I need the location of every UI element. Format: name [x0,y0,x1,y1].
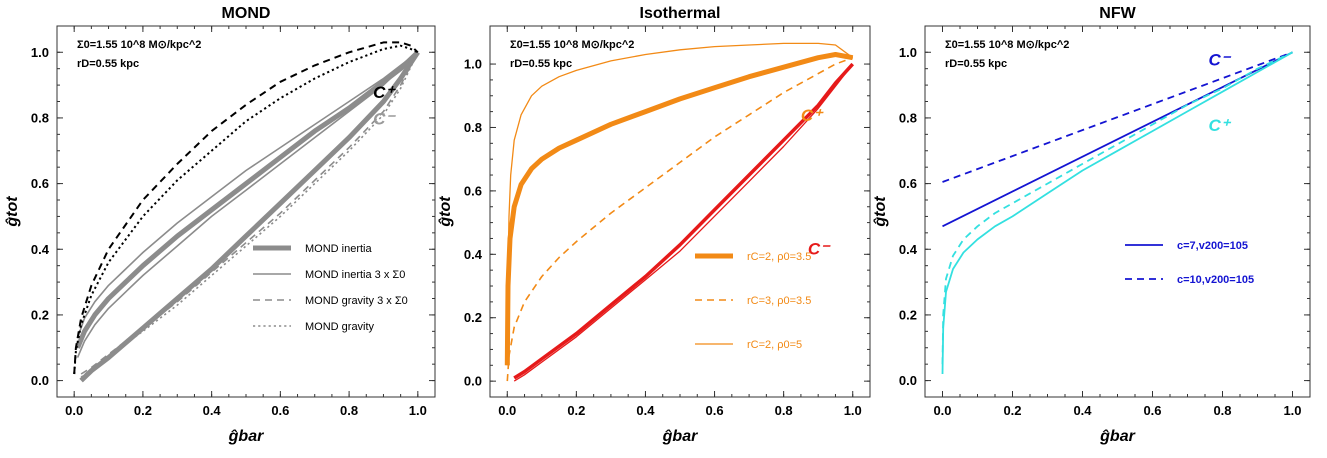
curve-label: C⁺ [801,106,824,125]
x-tick-label: 0.4 [636,403,655,418]
y-axis-label: ĝtot [437,196,454,228]
y-tick-label: 1.0 [464,57,482,72]
y-axis-label: ĝtot [872,196,889,228]
disk-scale-label: rD=0.55 kpc [510,58,572,70]
x-tick-label: 0.4 [1073,403,1092,418]
x-tick-label: 0.6 [1143,403,1161,418]
disk-scale-label: rD=0.55 kpc [945,58,1007,70]
x-tick-label: 0.2 [567,403,585,418]
series-line [513,62,854,380]
y-tick-label: 0.6 [31,176,49,191]
y-tick-label: 0.0 [464,374,482,389]
y-tick-label: 0.0 [899,373,917,388]
x-tick-label: 1.0 [409,403,427,418]
x-tick-label: 0.8 [1213,403,1231,418]
y-tick-label: 0.6 [899,176,917,191]
disk-scale-label: rD=0.55 kpc [77,58,139,70]
y-tick-label: 0.4 [464,247,483,262]
legend-label: MOND inertia 3 x Σ0 [305,269,405,281]
y-tick-label: 0.4 [31,242,50,257]
x-tick-label: 0.0 [498,403,516,418]
y-tick-label: 0.8 [899,110,917,125]
y-tick-label: 0.2 [899,307,917,322]
surface-density-label: Σ0=1.55 10^8 M⊙/kpc^2 [77,39,201,51]
y-tick-label: 0.0 [31,373,49,388]
y-tick-label: 1.0 [31,45,49,60]
series-line [513,63,854,382]
y-tick-label: 1.0 [899,45,917,60]
series-line [73,44,419,375]
panel-3: NFW 0.0 0.0 0.2 0.2 0.4 0.4 0.6 0.6 0.8 0.8 1.0 1.0 ĝ… [872,5,1311,445]
legend-label: rC=2, ρ0=5 [747,339,802,351]
series-group [504,42,854,382]
legend-label: MOND gravity [305,321,375,333]
y-tick-label: 0.8 [31,110,49,125]
legend-label: c=10,v200=105 [1177,274,1254,286]
surface-density-label: Σ0=1.55 10^8 M⊙/kpc^2 [510,39,634,51]
curve-label: C⁺ [1209,116,1232,135]
legend-label: rC=2, ρ0=3.5 [747,251,811,263]
series-line [80,51,419,378]
legend-label: rC=3, ρ0=3.5 [747,295,811,307]
x-axis-label: ĝbar [228,428,264,445]
series-line [504,52,854,366]
series-line [76,51,419,358]
plot-frame [924,25,1311,398]
x-tick-label: 0.2 [134,403,152,418]
series-line [942,51,1293,183]
x-tick-label: 0.0 [65,403,83,418]
legend-label: MOND gravity 3 x Σ0 [305,295,408,307]
x-axis-label: ĝbar [1099,428,1135,445]
panel-title: Isothermal [640,5,721,22]
surface-density-label: Σ0=1.55 10^8 M⊙/kpc^2 [945,39,1069,51]
y-axis-label: ĝtot [4,196,21,228]
panel-2: Isothermal 0.0 0.0 0.2 0.2 0.4 0.4 0.6 0.6 0.8 0.8… [437,5,871,445]
x-axis-label: ĝbar [662,428,698,445]
x-tick-label: 0.8 [340,403,358,418]
x-tick-label: 0.6 [271,403,289,418]
y-tick-label: 0.2 [31,307,49,322]
x-tick-label: 0.0 [933,403,951,418]
panel-1: MOND 0.0 0.0 0.2 0.2 0.4 0.4 0.6 0.6 0.8 0.8 1.0 1.0… [4,5,436,445]
x-tick-label: 0.8 [775,403,793,418]
curve-label: C⁻ [373,109,396,128]
series-group [73,41,420,383]
x-tick-label: 1.0 [1283,403,1301,418]
x-tick-label: 0.4 [203,403,222,418]
y-tick-label: 0.4 [899,242,918,257]
curve-label: C⁺ [373,83,396,102]
series-line [942,51,1293,228]
series-line [506,56,853,382]
x-tick-label: 0.2 [1003,403,1021,418]
series-line [80,51,419,375]
series-line [76,51,419,339]
legend-label: c=7,v200=105 [1177,240,1248,252]
series-group [941,51,1293,375]
panel-title: NFW [1099,5,1136,22]
y-tick-label: 0.8 [464,120,482,135]
series-line [941,51,1293,365]
series-line [506,42,854,366]
x-tick-label: 0.6 [706,403,724,418]
series-line [941,51,1293,375]
series-line [75,50,420,349]
curve-label: C⁻ [808,239,831,258]
legend-label: MOND inertia [305,243,373,255]
series-line [79,50,420,383]
y-tick-label: 0.2 [464,310,482,325]
x-tick-label: 1.0 [844,403,862,418]
curve-label: C⁻ [1209,50,1232,69]
plot-frame [489,25,871,398]
y-tick-label: 0.6 [464,183,482,198]
series-line [73,41,419,375]
panel-title: MOND [222,5,271,22]
